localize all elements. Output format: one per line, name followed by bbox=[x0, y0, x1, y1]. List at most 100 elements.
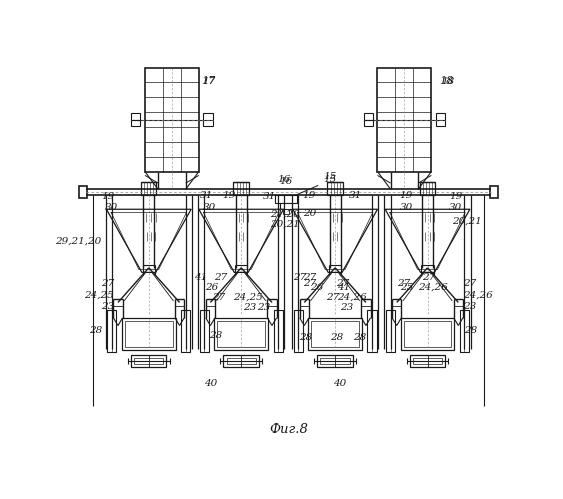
Text: 27: 27 bbox=[336, 278, 349, 288]
Bar bbox=[283, 209, 289, 214]
Text: 19: 19 bbox=[302, 191, 315, 200]
Bar bbox=[142, 213, 156, 223]
Text: 19: 19 bbox=[223, 191, 236, 200]
Bar bbox=[131, 355, 167, 367]
Bar bbox=[421, 213, 435, 223]
Text: 17: 17 bbox=[202, 76, 216, 86]
Bar bbox=[328, 182, 343, 196]
Bar bbox=[364, 113, 373, 126]
Bar bbox=[275, 196, 297, 203]
Bar bbox=[79, 186, 87, 199]
Text: 30: 30 bbox=[400, 203, 413, 212]
Text: 30: 30 bbox=[105, 203, 118, 212]
Bar bbox=[134, 358, 163, 364]
Text: 18: 18 bbox=[441, 77, 454, 86]
Text: 19: 19 bbox=[449, 193, 462, 202]
Text: 28: 28 bbox=[299, 332, 312, 342]
Text: 40: 40 bbox=[333, 379, 346, 388]
Text: 23: 23 bbox=[339, 303, 353, 312]
Text: 28: 28 bbox=[90, 326, 102, 335]
Bar bbox=[125, 321, 173, 347]
Bar bbox=[293, 310, 303, 352]
Polygon shape bbox=[385, 209, 470, 272]
Bar bbox=[460, 310, 469, 352]
Bar bbox=[234, 213, 248, 223]
Bar bbox=[318, 355, 353, 367]
Bar bbox=[235, 232, 247, 241]
Text: 27: 27 bbox=[215, 272, 227, 281]
Bar bbox=[386, 310, 395, 352]
Text: 27: 27 bbox=[397, 278, 410, 288]
Text: 15: 15 bbox=[323, 175, 336, 184]
Text: 30: 30 bbox=[449, 203, 462, 212]
Bar bbox=[490, 186, 498, 199]
Text: 26: 26 bbox=[310, 282, 324, 291]
Text: 27: 27 bbox=[422, 272, 435, 281]
Polygon shape bbox=[106, 209, 191, 272]
Text: Фиг.8: Фиг.8 bbox=[270, 423, 309, 436]
Bar bbox=[308, 318, 362, 350]
Text: 41: 41 bbox=[337, 282, 350, 291]
Bar bbox=[328, 213, 342, 223]
Bar bbox=[400, 318, 454, 350]
Text: 29,21,20: 29,21,20 bbox=[55, 237, 101, 246]
Text: 30: 30 bbox=[203, 203, 216, 212]
Text: 24,25: 24,25 bbox=[234, 292, 263, 301]
Text: 31: 31 bbox=[349, 191, 362, 200]
Text: 18: 18 bbox=[439, 76, 453, 86]
Bar bbox=[368, 310, 377, 352]
Bar bbox=[181, 310, 190, 352]
Bar bbox=[142, 232, 155, 241]
Bar bbox=[200, 310, 209, 352]
Bar bbox=[329, 232, 341, 241]
Bar bbox=[215, 318, 268, 350]
Bar bbox=[141, 182, 157, 196]
Text: 27: 27 bbox=[326, 292, 339, 301]
Text: 27: 27 bbox=[303, 272, 316, 281]
Polygon shape bbox=[293, 209, 377, 272]
Text: 40: 40 bbox=[204, 379, 217, 388]
Bar bbox=[217, 321, 265, 347]
Text: 23: 23 bbox=[257, 303, 270, 312]
Bar bbox=[280, 203, 292, 209]
Text: 23: 23 bbox=[463, 302, 476, 311]
Bar bbox=[410, 355, 445, 367]
Text: 27: 27 bbox=[101, 278, 114, 288]
Text: 27: 27 bbox=[463, 278, 476, 288]
Text: 23: 23 bbox=[243, 303, 256, 312]
Text: 41: 41 bbox=[194, 272, 207, 281]
Text: 31: 31 bbox=[263, 193, 276, 202]
Bar bbox=[311, 321, 359, 347]
Text: 28: 28 bbox=[329, 332, 343, 342]
Text: 16: 16 bbox=[279, 177, 292, 186]
Text: 20,21: 20,21 bbox=[270, 220, 300, 229]
Text: 27: 27 bbox=[303, 278, 316, 288]
Text: 28: 28 bbox=[464, 326, 478, 335]
Text: 28: 28 bbox=[209, 331, 223, 340]
Bar bbox=[224, 355, 259, 367]
Text: 23: 23 bbox=[101, 302, 114, 311]
Text: 16: 16 bbox=[277, 175, 290, 184]
Bar bbox=[234, 182, 249, 196]
Text: 31: 31 bbox=[199, 191, 213, 200]
Bar bbox=[413, 358, 442, 364]
Text: 25: 25 bbox=[400, 282, 414, 291]
Bar bbox=[145, 67, 199, 172]
Text: 28: 28 bbox=[353, 332, 366, 342]
Bar bbox=[131, 113, 140, 126]
Text: 26: 26 bbox=[205, 282, 218, 291]
Bar bbox=[274, 310, 283, 352]
Polygon shape bbox=[199, 209, 284, 272]
Text: 27: 27 bbox=[293, 272, 307, 281]
Bar bbox=[420, 182, 435, 196]
Bar bbox=[436, 113, 445, 126]
Bar bbox=[226, 358, 256, 364]
Bar bbox=[320, 358, 350, 364]
Text: 24,25: 24,25 bbox=[84, 290, 114, 299]
Text: 20: 20 bbox=[303, 210, 316, 219]
Text: 20,21: 20,21 bbox=[452, 217, 482, 226]
Text: 24,26: 24,26 bbox=[337, 292, 367, 301]
Bar bbox=[203, 113, 213, 126]
Bar bbox=[122, 318, 176, 350]
Bar bbox=[377, 67, 431, 172]
